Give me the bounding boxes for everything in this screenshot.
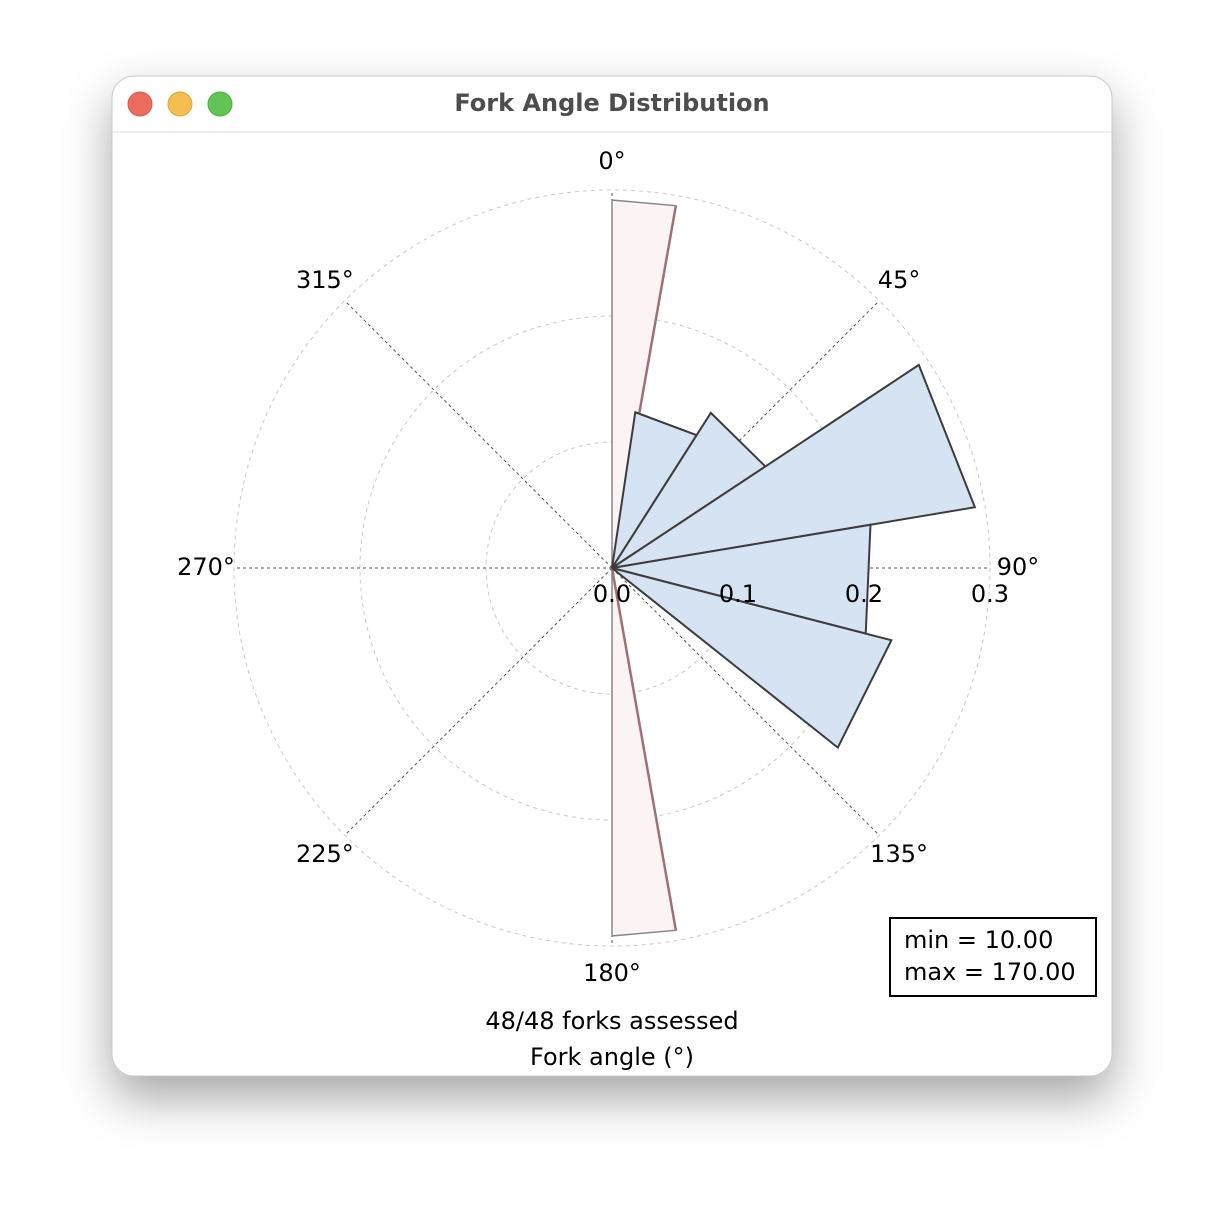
range-edge (610, 567, 678, 931)
x-axis-label: Fork angle (°) (530, 1043, 694, 1071)
x-axis-label: 48/48 forks assessed (485, 1007, 738, 1035)
bar (611, 567, 893, 750)
r-tick-label: 0.3 (971, 580, 1009, 608)
theta-tick-label: 45° (878, 266, 921, 294)
grid-spoke (344, 300, 613, 569)
r-tick-label: 0.2 (845, 580, 883, 608)
grid-circle (233, 189, 991, 947)
r-tick-label: 0.1 (719, 580, 757, 608)
stats-max: max = 170.00 (904, 958, 1076, 986)
theta-tick-label: 270° (177, 553, 235, 581)
grid-spoke (611, 567, 880, 836)
theta-tick-label: 180° (583, 959, 641, 987)
theta-tick-label: 315° (296, 266, 354, 294)
chart: 0° 45° 90° 135° 180° 225° 270° 315° 0.0 0.1 0.2 0.3 (177, 147, 1039, 987)
theta-tick-label: 135° (870, 840, 928, 868)
minimize-button[interactable] (167, 91, 193, 117)
window-title: Fork Angle Distribution (454, 89, 769, 117)
theta-tick-label: 90° (997, 553, 1040, 581)
theta-tick-label: 0° (598, 147, 625, 175)
grid-spoke (344, 567, 613, 836)
stats-min: min = 10.00 (904, 926, 1053, 954)
stats-box (889, 917, 1097, 997)
close-button[interactable] (127, 91, 153, 117)
zoom-button[interactable] (207, 91, 233, 117)
theta-tick-label: 225° (296, 840, 354, 868)
r-tick-label: 0.0 (593, 580, 631, 608)
